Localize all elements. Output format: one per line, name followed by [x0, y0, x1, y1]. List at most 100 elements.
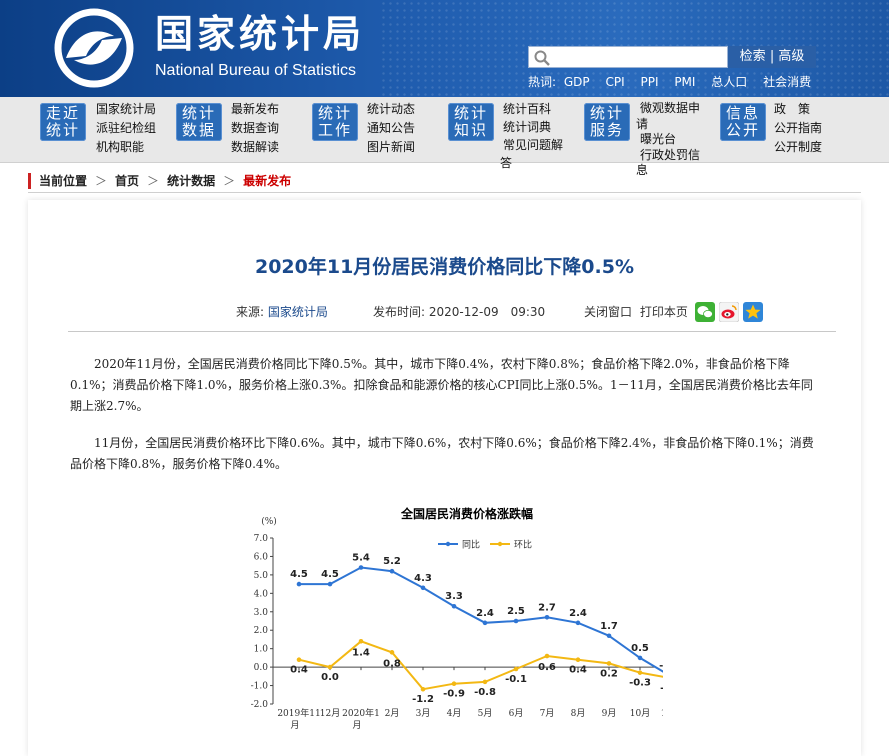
hot-word-link[interactable]: CPI: [605, 75, 625, 89]
nav-link[interactable]: 息: [636, 163, 649, 177]
nav-link[interactable]: 数据查询: [231, 121, 280, 135]
nav-link[interactable]: 统计百科: [503, 102, 552, 116]
y-tick-label: 1.0: [254, 645, 269, 655]
breadcrumb-home[interactable]: 首页: [115, 174, 140, 188]
x-tick-label: 8月: [571, 708, 586, 719]
data-label: 0.6: [538, 662, 556, 673]
x-tick-label: 12月: [320, 708, 340, 719]
nav-badge-line: 统计: [317, 104, 352, 122]
x-tick-label: 月: [352, 720, 361, 731]
nav-links: 统计百科 统计词典 常见问题解 答: [500, 100, 564, 172]
nav-link[interactable]: 答: [500, 156, 513, 170]
nav-link[interactable]: 国家统计局: [96, 102, 157, 116]
nbs-logo-icon[interactable]: [52, 6, 136, 90]
nav-badge-line: 统计: [181, 104, 216, 122]
nav-badge-knowledge[interactable]: 统计 知识: [448, 103, 494, 141]
data-point: [606, 633, 612, 639]
nav-link[interactable]: 公开制度: [774, 140, 823, 154]
favorite-icon[interactable]: [743, 302, 763, 322]
data-label: -0.6: [660, 683, 663, 694]
nav-link[interactable]: 公开指南: [774, 121, 823, 135]
nav-badge-disclosure[interactable]: 信息 公开: [720, 103, 766, 141]
breadcrumb-current[interactable]: 最新发布: [243, 174, 292, 188]
source-value: 国家统计局: [267, 305, 328, 319]
nav-badge-line: 走近: [45, 104, 80, 122]
data-label: 0.5: [631, 643, 649, 654]
x-tick-label: 4月: [447, 708, 462, 719]
nav-badge-work[interactable]: 统计 工作: [312, 103, 358, 141]
nav-badge-line: 统计: [45, 121, 80, 139]
data-label: 2.5: [507, 606, 525, 617]
nav-badge-service[interactable]: 统计 服务: [584, 103, 630, 141]
data-label: -0.9: [443, 689, 465, 700]
data-point: [482, 620, 488, 626]
y-tick-label: 6.0: [254, 552, 269, 562]
data-label: 0.2: [600, 668, 618, 679]
advanced-search-button[interactable]: 高级: [778, 49, 805, 64]
nav-link[interactable]: 微观数据申: [640, 101, 701, 115]
data-label: -0.1: [505, 674, 527, 685]
x-tick-label: 11月: [661, 708, 663, 719]
data-label: 0.4: [569, 665, 587, 676]
hot-word-link[interactable]: 总人口: [711, 75, 748, 89]
breadcrumb-separator: ＞: [223, 174, 236, 188]
hot-words-label: 热词:: [528, 75, 557, 89]
nav-link[interactable]: 数据解读: [231, 140, 280, 154]
wechat-icon[interactable]: [695, 302, 715, 322]
nav-link[interactable]: 统计动态: [367, 102, 416, 116]
hot-word-link[interactable]: GDP: [563, 75, 590, 89]
date-value: 2020-12-09 09:30: [428, 305, 546, 319]
y-tick-label: 5.0: [254, 571, 269, 581]
nav-badge-about[interactable]: 走近 统计: [40, 103, 86, 141]
nav-badge-data[interactable]: 统计 数据: [176, 103, 222, 141]
article-title: 2020年11月份居民消费价格同比下降0.5%: [254, 256, 635, 278]
nav-link[interactable]: 常见问题解: [503, 138, 564, 152]
data-label: -0.8: [474, 687, 496, 698]
nav-link[interactable]: 机构职能: [96, 140, 145, 154]
nav-link[interactable]: 曝光台: [640, 132, 677, 146]
search-button[interactable]: 检索: [739, 49, 766, 64]
data-label: 5.4: [352, 553, 370, 564]
x-tick-label: 月: [290, 720, 299, 731]
y-tick-label: -2.0: [251, 700, 269, 710]
print-page-link[interactable]: 打印本页: [639, 305, 688, 319]
nav-link[interactable]: 请: [636, 116, 649, 131]
date-label: 发布时间:: [373, 305, 426, 319]
nav-link[interactable]: 行政处罚信: [640, 147, 701, 162]
data-point: [482, 679, 488, 685]
nav-badge-line: 信息: [725, 104, 760, 122]
data-point: [513, 666, 519, 672]
data-point: [451, 603, 457, 609]
hot-word-link[interactable]: PPI: [640, 75, 659, 89]
hot-word-link[interactable]: 社会消费: [763, 75, 812, 89]
search-input[interactable]: [553, 48, 725, 66]
x-tick-label: 9月: [602, 708, 617, 719]
breadcrumb-marker: [28, 173, 31, 189]
nav-link[interactable]: 政 策: [774, 102, 811, 116]
nav-badge-line: 知识: [453, 121, 488, 139]
nav-link[interactable]: 最新发布: [231, 102, 280, 116]
nav-link[interactable]: 通知公告: [367, 121, 416, 135]
nav-links: 国家统计局 派驻纪检组 机构职能: [96, 100, 156, 157]
data-point: [544, 653, 550, 659]
hot-word-link[interactable]: PMI: [674, 75, 696, 89]
data-point: [544, 615, 550, 620]
breadcrumb-trail: 当前位置 ＞ 首页 ＞ 统计数据 ＞ 最新发布: [39, 171, 291, 191]
article-paragraph: 2020年11月份，全国居民消费价格同比下降0.5%。其中，城市下降0.4%，农…: [70, 357, 813, 413]
article-date: 发布时间: 2020-12-09 09:30: [373, 302, 545, 322]
breadcrumb-stats-data[interactable]: 统计数据: [167, 174, 216, 188]
cpi-chart: 全国居民消费价格涨跌幅 (%) 7.0 6.0 5.0 4.0 3.0 2.0 1.0 0.0 -1…: [225, 498, 663, 756]
data-label: -1.2: [412, 694, 434, 705]
site-title-en[interactable]: National Bureau of Statistics: [155, 62, 356, 79]
data-point: [389, 650, 395, 655]
data-label: 0.4: [290, 665, 308, 676]
legend-marker: [445, 541, 451, 547]
nav-link[interactable]: 统计词典: [503, 120, 552, 134]
site-title-cn[interactable]: 国家统计局: [155, 11, 366, 56]
nav-link[interactable]: 图片新闻: [367, 140, 416, 154]
chart-title: 全国居民消费价格涨跌幅: [400, 506, 533, 521]
nav-link[interactable]: 派驻纪检组: [96, 121, 157, 135]
weibo-icon[interactable]: [719, 302, 739, 322]
site-header: 国家统计局 National Bureau of Statistics 检索 |…: [0, 0, 889, 97]
close-window-link[interactable]: 关闭窗口: [584, 305, 633, 319]
